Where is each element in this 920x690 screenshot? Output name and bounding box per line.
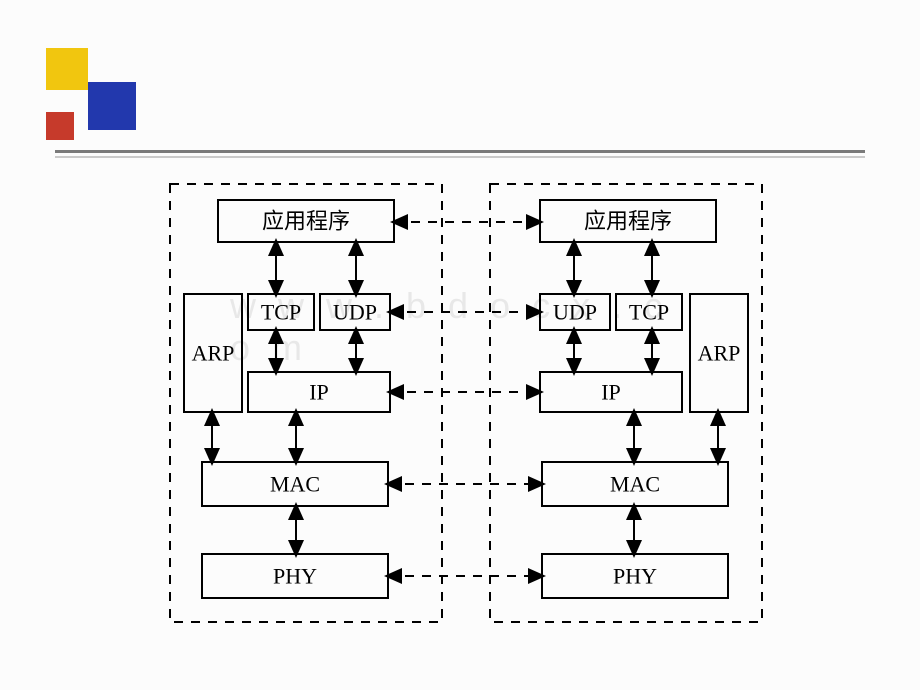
node-label-L_phy: PHY <box>273 564 317 589</box>
node-label-R_mac: MAC <box>610 472 660 497</box>
diagram-svg: 应用程序 TCP UDP ARP IP MAC PHY 应用程序 UDP TCP ARP IP MAC P… <box>0 0 920 690</box>
node-label-L_arp: ARP <box>192 341 235 366</box>
node-label-R_tcp: TCP <box>629 300 669 325</box>
stack-left-box <box>170 184 442 622</box>
node-label-R_app: 应用程序 <box>584 209 672 234</box>
node-label-L_udp: UDP <box>333 300 377 325</box>
node-label-L_app: 应用程序 <box>262 209 350 234</box>
stack-right-box <box>490 184 762 622</box>
node-label-L_ip: IP <box>309 380 329 405</box>
node-label-R_phy: PHY <box>613 564 657 589</box>
node-label-L_tcp: TCP <box>261 300 301 325</box>
node-label-R_arp: ARP <box>698 341 741 366</box>
node-label-R_ip: IP <box>601 380 621 405</box>
slide: w w w . b d o c x . c o m 应用程序TCPUDPARPI… <box>0 0 920 690</box>
node-label-L_mac: MAC <box>270 472 320 497</box>
node-label-R_udp: UDP <box>553 300 597 325</box>
